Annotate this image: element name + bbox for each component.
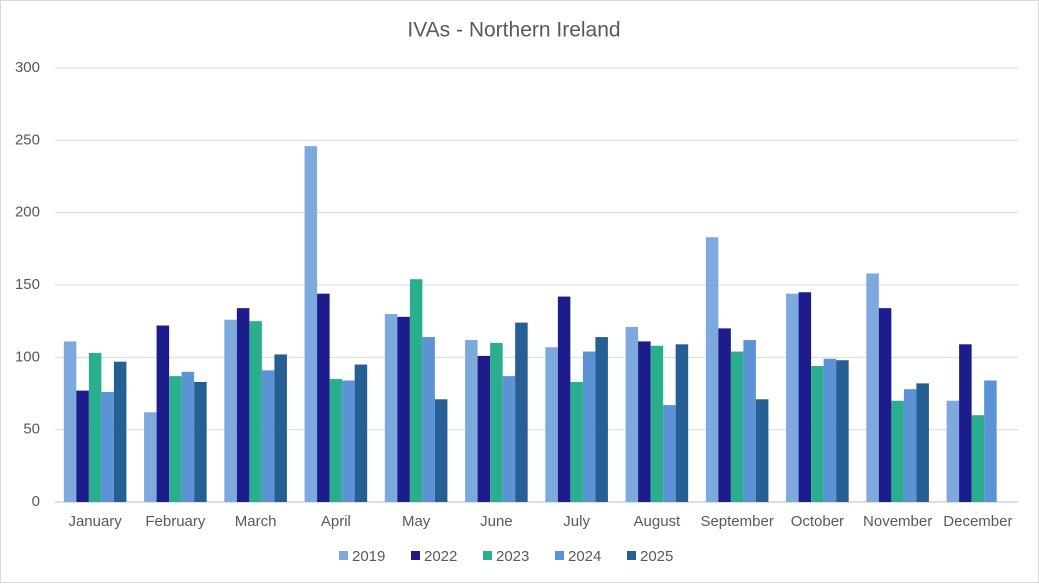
bar bbox=[144, 412, 157, 502]
bar bbox=[236, 308, 250, 502]
y-tick-label: 100 bbox=[15, 348, 40, 365]
bar bbox=[625, 326, 639, 502]
bar bbox=[101, 392, 114, 502]
x-tick-label: July bbox=[563, 513, 590, 530]
y-tick-label: 300 bbox=[15, 59, 40, 76]
bar bbox=[582, 351, 596, 502]
legend-label: 2023 bbox=[496, 548, 529, 565]
bar bbox=[891, 400, 904, 502]
bar bbox=[823, 358, 837, 502]
x-tick-label: March bbox=[235, 513, 277, 530]
bar bbox=[755, 399, 769, 502]
bar bbox=[705, 237, 719, 502]
bar bbox=[971, 415, 985, 502]
x-tick-label: May bbox=[402, 513, 431, 530]
y-tick-label: 0 bbox=[32, 493, 40, 510]
x-tick-label: October bbox=[791, 513, 844, 530]
bar bbox=[88, 352, 102, 502]
bar bbox=[434, 399, 448, 502]
bar bbox=[181, 371, 195, 502]
y-tick-label: 150 bbox=[15, 276, 40, 293]
bar bbox=[169, 376, 182, 502]
bar bbox=[397, 316, 410, 502]
bar bbox=[557, 296, 571, 502]
bar bbox=[274, 354, 287, 502]
bar bbox=[946, 400, 960, 502]
bar bbox=[916, 383, 929, 502]
bar bbox=[477, 355, 491, 502]
bar bbox=[786, 293, 799, 502]
bar bbox=[515, 322, 528, 502]
bar bbox=[959, 344, 972, 502]
bar bbox=[836, 360, 849, 502]
y-tick-label: 50 bbox=[23, 421, 40, 438]
bar bbox=[502, 376, 516, 502]
bar bbox=[354, 364, 368, 502]
legend-swatch bbox=[339, 551, 348, 560]
legend-label: 2019 bbox=[352, 548, 385, 565]
y-tick-label: 200 bbox=[15, 204, 40, 221]
bar bbox=[76, 390, 89, 502]
legend-swatch bbox=[411, 551, 420, 560]
bar bbox=[675, 344, 689, 502]
legend-label: 2025 bbox=[640, 548, 673, 565]
bar bbox=[317, 293, 330, 502]
x-tick-label: September bbox=[700, 513, 773, 530]
x-tick-label: April bbox=[321, 513, 351, 530]
legend-swatch bbox=[555, 551, 564, 560]
legend-swatch bbox=[627, 551, 636, 560]
x-tick-label: June bbox=[480, 513, 513, 530]
bar bbox=[329, 379, 343, 502]
bar bbox=[224, 319, 237, 502]
bar bbox=[63, 341, 77, 502]
bar bbox=[156, 325, 170, 502]
bar bbox=[261, 370, 275, 502]
bar bbox=[384, 313, 398, 502]
x-tick-label: January bbox=[68, 513, 122, 530]
legend-label: 2024 bbox=[568, 548, 601, 565]
chart-title: IVAs - Northern Ireland bbox=[407, 19, 620, 42]
y-tick-label: 250 bbox=[15, 131, 40, 148]
bar bbox=[304, 146, 318, 502]
bar bbox=[638, 341, 651, 502]
bar bbox=[422, 337, 435, 502]
bar bbox=[878, 308, 892, 502]
bar bbox=[743, 339, 756, 502]
bar bbox=[903, 389, 917, 502]
bar bbox=[465, 339, 478, 502]
bar bbox=[730, 351, 744, 502]
bar bbox=[249, 321, 262, 502]
bar bbox=[194, 381, 207, 502]
bar bbox=[798, 292, 812, 502]
bar bbox=[545, 347, 558, 502]
bar bbox=[811, 366, 824, 502]
bar bbox=[490, 342, 503, 502]
bar bbox=[650, 345, 664, 502]
bar bbox=[984, 380, 997, 502]
bar bbox=[342, 380, 355, 502]
legend-label: 2022 bbox=[424, 548, 457, 565]
bar bbox=[113, 361, 127, 502]
bar bbox=[866, 273, 879, 502]
x-tick-label: November bbox=[863, 513, 932, 530]
bar bbox=[595, 337, 608, 502]
legend-swatch bbox=[483, 551, 492, 560]
x-tick-label: December bbox=[943, 513, 1012, 530]
bar bbox=[409, 279, 423, 502]
x-tick-label: August bbox=[634, 513, 682, 530]
bar bbox=[663, 405, 676, 502]
bar bbox=[570, 381, 583, 502]
x-tick-label: February bbox=[145, 513, 206, 530]
bar bbox=[718, 328, 731, 502]
